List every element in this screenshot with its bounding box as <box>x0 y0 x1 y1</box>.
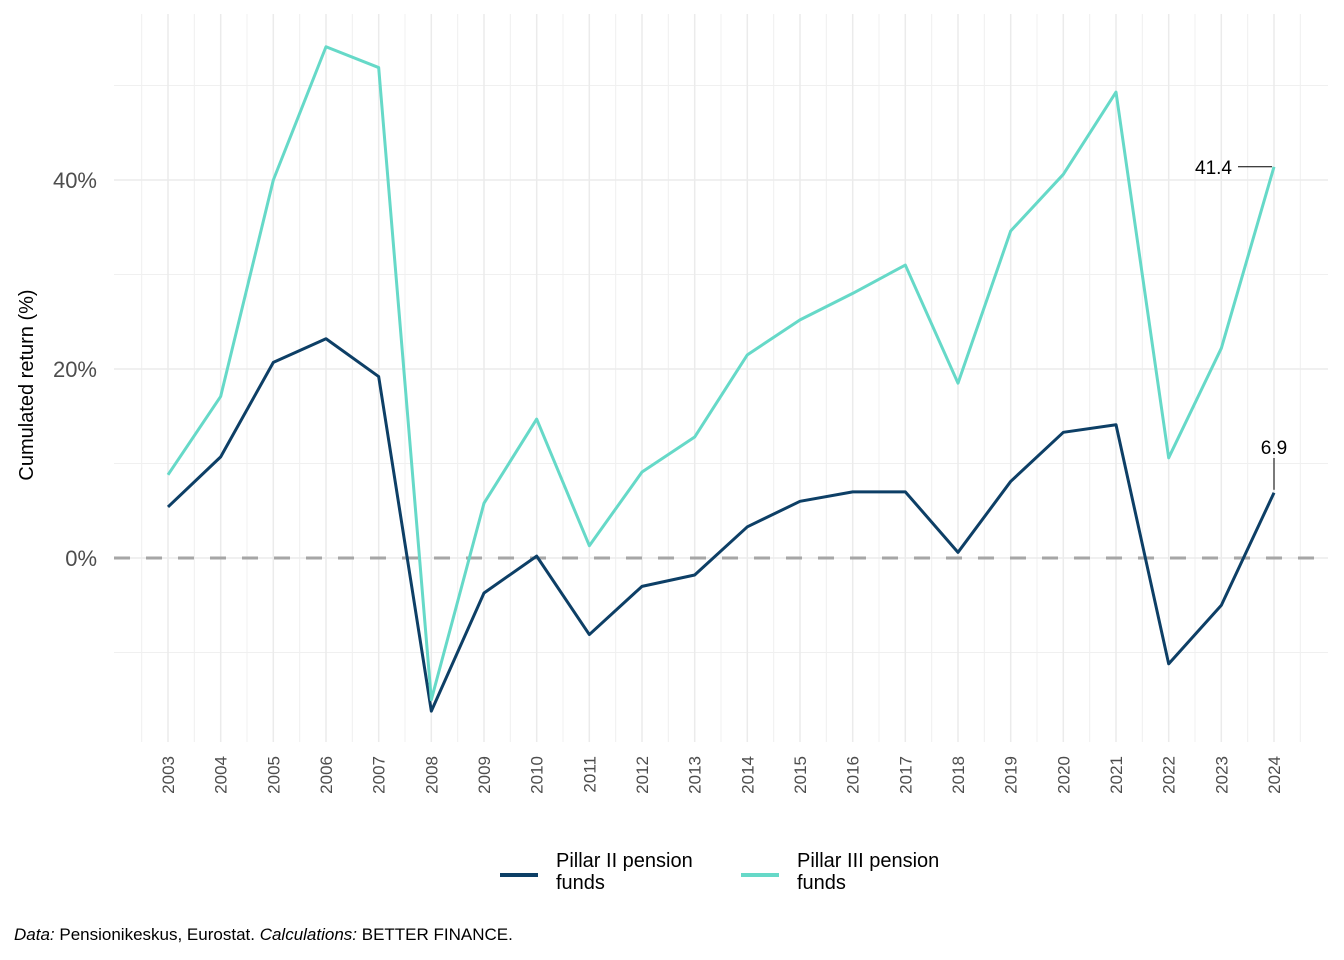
x-tick-label: 2011 <box>580 756 599 793</box>
legend-label-pillar-ii-line1: Pillar II pension <box>556 850 693 872</box>
x-tick-label: 2008 <box>422 756 441 794</box>
y-axis-label: Cumulated return (%) <box>16 289 38 480</box>
series-line-pillar-iii <box>166 45 1276 702</box>
x-tick-label: 2017 <box>896 756 915 794</box>
x-tick-label: 2018 <box>949 756 968 794</box>
x-tick-label: 2006 <box>317 756 336 794</box>
source-caption: Data: Pensionikeskus, Eurostat. Calculat… <box>14 925 513 945</box>
x-tick-label: 2009 <box>475 756 494 794</box>
x-tick-label: 2023 <box>1212 756 1231 794</box>
x-tick-label: 2014 <box>738 756 757 794</box>
x-tick-label: 2024 <box>1265 756 1284 794</box>
y-tick-label: 40% <box>53 168 97 193</box>
x-tick-label: 2012 <box>633 756 652 794</box>
legend-key-pillar-ii <box>500 873 538 877</box>
legend-label-pillar-iii-line1: Pillar III pension <box>797 850 940 872</box>
x-tick-label: 2003 <box>159 756 178 794</box>
x-tick-label: 2022 <box>1160 756 1179 794</box>
x-tick-label: 2007 <box>370 756 389 794</box>
annotation-label-pillar-ii: 6.9 <box>1261 438 1287 459</box>
x-tick-label: 2021 <box>1107 756 1126 794</box>
grid-minor <box>114 14 1328 742</box>
y-tick-label: 0% <box>65 546 97 571</box>
grid-major <box>114 14 1328 742</box>
legend-item-pillar-ii: Pillar II pension funds <box>500 850 721 894</box>
x-tick-label: 2015 <box>791 756 810 794</box>
legend-key-pillar-iii <box>741 873 779 877</box>
caption-data-label: Data: <box>14 925 55 944</box>
series-line-pillar-ii <box>166 337 1276 713</box>
x-axis-ticks: 2003 2004 2005 2006 2007 2008 2009 2010 2011 2012… <box>159 756 1284 794</box>
caption-calc-text: BETTER FINANCE. <box>357 925 513 944</box>
legend-label-pillar-ii-line2: funds <box>556 872 605 894</box>
x-tick-label: 2016 <box>844 756 863 794</box>
y-axis-ticks: 0% 20% 40% <box>53 168 97 571</box>
x-tick-label: 2005 <box>264 756 283 794</box>
legend: Pillar II pension funds Pillar III pensi… <box>500 850 962 894</box>
caption-data-text: Pensionikeskus, Eurostat. <box>54 925 260 944</box>
x-tick-label: 2013 <box>686 756 705 794</box>
annotations: 41.4 6.9 <box>1195 158 1287 490</box>
y-tick-label: 20% <box>53 357 97 382</box>
x-tick-label: 2004 <box>212 756 231 794</box>
x-tick-label: 2020 <box>1054 756 1073 794</box>
x-tick-label: 2019 <box>1002 756 1021 794</box>
series-lines <box>166 45 1276 713</box>
x-tick-label: 2010 <box>528 756 547 794</box>
caption-calc-label: Calculations: <box>259 925 358 944</box>
legend-label-pillar-iii-line2: funds <box>797 872 846 894</box>
legend-item-pillar-iii: Pillar III pension funds <box>741 850 962 894</box>
annotation-label-pillar-iii: 41.4 <box>1195 158 1232 179</box>
